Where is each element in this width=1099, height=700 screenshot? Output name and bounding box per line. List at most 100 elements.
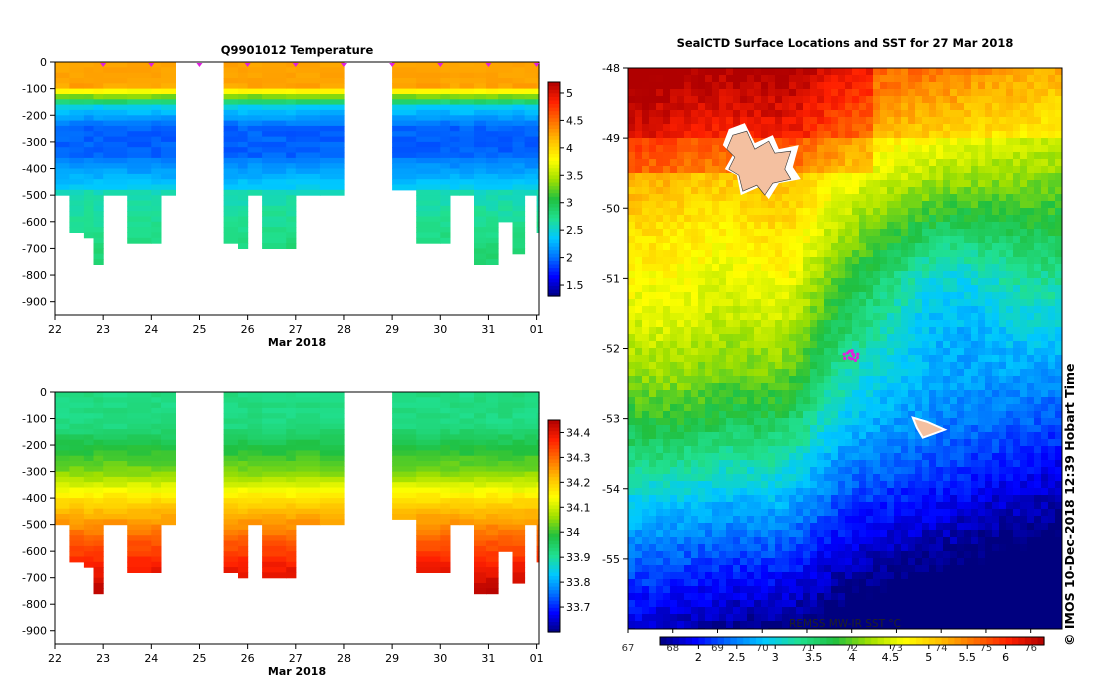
sst-cell <box>670 243 678 251</box>
sst-cell <box>950 124 958 132</box>
section-cell <box>238 232 249 239</box>
section-cell <box>223 131 239 138</box>
section-cell <box>416 157 441 164</box>
sst-cell <box>845 159 853 167</box>
section-cell <box>474 551 487 558</box>
section-cell <box>440 439 451 446</box>
section-cell <box>238 529 249 536</box>
sst-cell <box>712 222 720 230</box>
section-cell <box>392 131 417 138</box>
section-cell <box>392 471 417 478</box>
sst-cell <box>873 404 881 412</box>
sst-cell <box>1013 313 1021 321</box>
sst-cell <box>1034 159 1042 167</box>
section-cell <box>319 461 345 467</box>
section-cell <box>161 402 176 409</box>
sst-cell <box>978 180 986 188</box>
sst-cell <box>747 285 755 293</box>
sst-cell <box>719 306 727 314</box>
sst-cell <box>1006 159 1014 167</box>
sst-cell <box>628 397 636 405</box>
section-cell <box>319 423 345 430</box>
sst-cell <box>957 152 965 160</box>
sst-cell <box>1055 187 1063 195</box>
sst-cell <box>705 376 713 384</box>
sst-cell <box>782 124 790 132</box>
sst-cell <box>719 348 727 356</box>
sst-cell <box>1048 369 1056 377</box>
sst-cell <box>747 222 755 230</box>
sst-cell <box>887 376 895 384</box>
sst-cell <box>705 390 713 398</box>
sst-cell <box>635 320 643 328</box>
sst-cell <box>929 82 937 90</box>
sst-cell <box>852 355 860 363</box>
section-cell <box>319 157 345 164</box>
section-cell <box>459 508 475 515</box>
section-cell <box>295 482 321 489</box>
sst-cell <box>754 89 762 97</box>
sst-cell <box>950 103 958 111</box>
sst-cell <box>936 215 944 223</box>
section-cell <box>459 514 475 520</box>
sst-cell <box>656 166 664 174</box>
section-cell <box>127 83 152 90</box>
sst-cell <box>677 306 685 314</box>
sst-cell <box>922 320 930 328</box>
section-cell <box>536 434 540 441</box>
sst-cell <box>712 383 720 391</box>
section-cell <box>103 125 128 132</box>
section-cell <box>151 216 162 223</box>
sst-cell <box>747 292 755 300</box>
section-cell <box>319 163 345 170</box>
sst-cell <box>754 187 762 195</box>
sst-cell <box>635 75 643 83</box>
sst-cell <box>754 320 762 328</box>
sst-cell <box>880 215 888 223</box>
section-cell <box>524 99 538 106</box>
sst-cell <box>754 299 762 307</box>
sst-cell <box>712 173 720 181</box>
sst-cell <box>712 103 720 111</box>
sst-cell <box>740 271 748 279</box>
section-cell <box>512 476 526 483</box>
section-cell <box>498 104 514 111</box>
sst-cell <box>719 208 727 216</box>
sst-cell <box>768 222 776 230</box>
station-marker <box>340 63 347 67</box>
sst-cell <box>929 348 937 356</box>
section-cell <box>93 455 104 462</box>
section-cell <box>55 131 70 138</box>
sst-cell <box>957 264 965 272</box>
section-cell <box>83 141 95 148</box>
section-cells <box>55 62 540 265</box>
sst-cell <box>677 180 685 188</box>
sst-cell <box>656 292 664 300</box>
sst-cell <box>810 166 818 174</box>
section-cell <box>223 179 239 186</box>
sst-cell <box>838 124 846 132</box>
section-cell <box>55 173 70 180</box>
sst-cell <box>656 348 664 356</box>
sst-cell <box>726 229 734 237</box>
sst-cell <box>740 103 748 111</box>
section-cell <box>512 524 526 531</box>
sst-cell <box>824 103 832 111</box>
sst-cell <box>747 75 755 83</box>
section-cell <box>474 120 487 127</box>
sst-cell <box>649 306 657 314</box>
section-cell <box>286 136 297 143</box>
sst-cell <box>824 278 832 286</box>
sst-cell <box>964 348 972 356</box>
sst-cell <box>803 201 811 209</box>
sst-cell <box>908 89 916 97</box>
sst-cell <box>915 327 923 335</box>
sst-cell <box>712 334 720 342</box>
y-tick-label: -100 <box>22 83 47 96</box>
sst-cell <box>754 362 762 370</box>
sst-cell <box>838 82 846 90</box>
sst-cell <box>936 89 944 97</box>
section-cell <box>449 413 461 420</box>
sst-cell <box>712 166 720 174</box>
section-cell <box>83 195 95 202</box>
